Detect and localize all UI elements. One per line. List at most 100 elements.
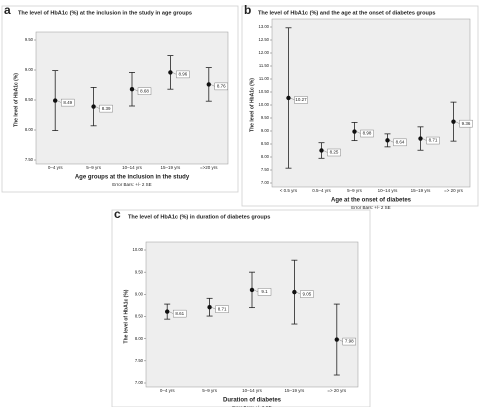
- label-box: [61, 98, 75, 107]
- y-tick-label: 10.00: [259, 102, 270, 107]
- y-tick-label: 12.50: [259, 37, 270, 42]
- mean-point: [207, 304, 212, 310]
- y-tick-label: 7.50: [135, 358, 144, 363]
- footnote: Error Bars: +/- 2 SE: [232, 405, 271, 407]
- y-tick-label: 9.50: [135, 269, 144, 274]
- label-leader: [356, 131, 361, 134]
- panel-letter: c: [114, 207, 121, 221]
- x-tick-label: => 20 yrs: [444, 188, 464, 193]
- x-axis-label: Age groups at the inclusion in the study: [75, 175, 190, 181]
- y-tick-label: 10.00: [133, 247, 144, 252]
- label-box: [327, 148, 341, 157]
- x-tick-label: 15–19 yrs: [285, 388, 306, 393]
- chart-title: The level of HbA1c (%) at the inclusion …: [18, 10, 192, 16]
- label-box: [300, 290, 314, 298]
- data-label: 8.49: [63, 100, 72, 105]
- x-tick-label: 10–14 yrs: [242, 388, 263, 393]
- x-tick-label: => 20 yrs: [327, 388, 347, 393]
- data-label: 9.05: [303, 291, 312, 296]
- x-tick-label: =>20 yrs: [200, 165, 218, 170]
- y-tick-label: 7.00: [135, 380, 144, 385]
- x-tick-label: 0–4 yrs: [160, 388, 176, 393]
- data-label: 9.36: [462, 121, 471, 126]
- chart-title: The level of HbA1c (%) in duration of di…: [128, 214, 270, 220]
- label-leader: [169, 311, 174, 314]
- x-tick-label: 15–19 yrs: [161, 165, 182, 170]
- y-tick-label: 7.50: [261, 167, 270, 172]
- label-leader: [210, 84, 215, 87]
- y-tick-label: 7.00: [261, 180, 270, 185]
- label-box: [176, 70, 190, 79]
- data-label: 8.25: [330, 150, 339, 155]
- data-label: 9.1: [261, 289, 268, 294]
- y-tick-label: 8.00: [261, 154, 270, 159]
- x-tick-label: 10–14 yrs: [378, 188, 399, 193]
- y-axis-label: The level of HbA1c (%): [123, 289, 129, 343]
- label-box: [137, 87, 152, 95]
- label-leader: [133, 89, 139, 92]
- label-box: [393, 138, 407, 147]
- x-tick-label: 5–9 yrs: [86, 165, 102, 170]
- footnote: Error Bars: +/- 2 SE: [112, 182, 151, 187]
- data-label: 8.71: [429, 138, 438, 143]
- y-tick-label: 11.50: [259, 63, 270, 68]
- label-box: [99, 104, 113, 113]
- label-box: [257, 288, 272, 296]
- y-tick-label: 8.00: [25, 127, 34, 132]
- label-leader: [57, 100, 62, 103]
- label-leader: [389, 140, 394, 143]
- mean-point: [385, 138, 390, 143]
- data-label: 8.76: [217, 84, 226, 89]
- y-tick-label: 9.50: [25, 37, 34, 42]
- y-tick-label: 9.00: [261, 128, 270, 133]
- y-tick-label: 8.00: [135, 336, 144, 341]
- x-tick-label: 5–9 yrs: [347, 188, 363, 193]
- y-tick-label: 9.50: [261, 115, 270, 120]
- y-axis-label: The level of HbA1c (%): [249, 78, 255, 132]
- mean-point: [352, 129, 357, 134]
- mean-point: [165, 309, 170, 314]
- mean-point: [249, 287, 255, 293]
- x-tick-label: 5–9 yrs: [202, 388, 218, 393]
- data-label: 8.61: [175, 311, 184, 316]
- label-leader: [290, 97, 295, 101]
- chart-title: The level of HbA1c (%) and the age at th…: [258, 10, 435, 16]
- x-tick-label: 0.5–4 yrs: [312, 188, 331, 193]
- y-tick-label: 13.00: [259, 24, 270, 29]
- data-label: 8.96: [179, 72, 188, 77]
- y-tick-label: 10.50: [259, 89, 270, 94]
- y-axis-label: The level of HbA1c (%): [13, 73, 19, 127]
- x-axis-label: Age at the onset of diabetes: [331, 198, 412, 204]
- mean-point: [418, 136, 423, 141]
- data-label: 8.39: [102, 106, 111, 111]
- x-tick-label: 0–4 yrs: [48, 165, 64, 170]
- label-box: [459, 119, 473, 128]
- label-box: [214, 82, 229, 91]
- label-leader: [455, 121, 460, 124]
- data-label: 8.68: [140, 88, 149, 93]
- y-tick-label: 9.00: [25, 67, 34, 72]
- mean-point: [319, 148, 324, 153]
- data-label: 8.71: [218, 306, 227, 311]
- label-box: [172, 309, 187, 318]
- mean-point: [129, 87, 135, 92]
- mean-point: [334, 337, 339, 342]
- label-box: [342, 337, 356, 346]
- label-leader: [422, 138, 427, 141]
- data-label: 8.98: [363, 131, 372, 136]
- y-tick-label: 8.50: [261, 141, 270, 146]
- mean-point: [451, 119, 456, 124]
- y-tick-label: 9.00: [135, 291, 144, 296]
- mean-point: [53, 98, 58, 103]
- label-leader: [253, 289, 259, 293]
- data-label: 8.64: [396, 140, 405, 145]
- label-leader: [296, 291, 301, 295]
- label-box: [426, 136, 440, 145]
- x-axis-label: Duration of diabetes: [223, 398, 282, 404]
- panel-letter: b: [244, 3, 251, 17]
- label-box: [360, 129, 374, 138]
- y-tick-label: 8.50: [25, 97, 34, 102]
- mean-point: [286, 95, 291, 101]
- label-leader: [323, 150, 328, 153]
